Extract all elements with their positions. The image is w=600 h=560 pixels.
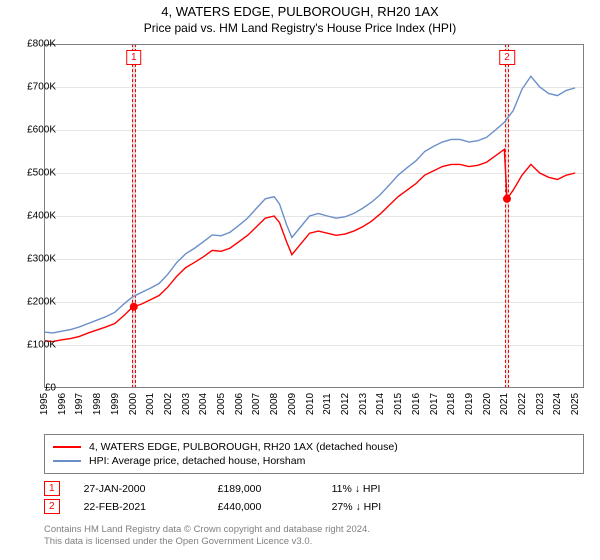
x-tick-label: 2023 <box>535 393 546 415</box>
x-tick-label: 2009 <box>287 393 298 415</box>
legend-label-property: 4, WATERS EDGE, PULBOROUGH, RH20 1AX (de… <box>89 441 398 453</box>
chart-title: 4, WATERS EDGE, PULBOROUGH, RH20 1AX <box>0 4 600 19</box>
x-tick-label: 1999 <box>110 393 121 415</box>
title-block: 4, WATERS EDGE, PULBOROUGH, RH20 1AX Pri… <box>0 0 600 35</box>
legend-swatch-property <box>53 446 81 448</box>
x-tick-label: 2002 <box>163 393 174 415</box>
x-tick-label: 2005 <box>216 393 227 415</box>
x-tick-label: 2003 <box>181 393 192 415</box>
legend-swatch-hpi <box>53 460 81 462</box>
sales-table: 1 27-JAN-2000 £189,000 11% ↓ HPI 2 22-FE… <box>44 478 584 517</box>
legend-item-property: 4, WATERS EDGE, PULBOROUGH, RH20 1AX (de… <box>53 441 575 453</box>
x-tick-label: 2016 <box>411 393 422 415</box>
plot-area: 12 <box>44 44 584 388</box>
x-tick-label: 2024 <box>552 393 563 415</box>
y-tick-label: £400K <box>16 211 56 222</box>
y-tick-label: £100K <box>16 340 56 351</box>
x-tick-label: 2011 <box>322 393 333 415</box>
x-tick-label: 2001 <box>145 393 156 415</box>
y-tick-label: £300K <box>16 254 56 265</box>
table-row: 2 22-FEB-2021 £440,000 27% ↓ HPI <box>44 499 584 514</box>
legend-item-hpi: HPI: Average price, detached house, Hors… <box>53 455 575 467</box>
legend: 4, WATERS EDGE, PULBOROUGH, RH20 1AX (de… <box>44 434 584 474</box>
x-tick-label: 2004 <box>198 393 209 415</box>
y-tick-label: £600K <box>16 125 56 136</box>
sale-diff: 11% ↓ HPI <box>332 483 412 495</box>
sale-badge-1: 1 <box>44 481 60 496</box>
x-axis-labels: 1995199619971998199920002001200220032004… <box>44 390 584 430</box>
sale-date: 27-JAN-2000 <box>84 483 194 495</box>
footnote-line2: This data is licensed under the Open Gov… <box>44 536 584 548</box>
sale-date: 22-FEB-2021 <box>84 501 194 513</box>
y-tick-label: £800K <box>16 39 56 50</box>
footnote: Contains HM Land Registry data © Crown c… <box>44 524 584 548</box>
x-tick-label: 2025 <box>570 393 581 415</box>
footnote-line1: Contains HM Land Registry data © Crown c… <box>44 524 584 536</box>
x-tick-label: 2019 <box>464 393 475 415</box>
plot-border <box>44 44 584 388</box>
sale-diff: 27% ↓ HPI <box>332 501 412 513</box>
x-tick-label: 2007 <box>251 393 262 415</box>
x-tick-label: 2021 <box>499 393 510 415</box>
chart-container: 4, WATERS EDGE, PULBOROUGH, RH20 1AX Pri… <box>0 0 600 560</box>
x-tick-label: 2017 <box>429 393 440 415</box>
x-tick-label: 2010 <box>305 393 316 415</box>
x-tick-label: 1996 <box>57 393 68 415</box>
x-tick-label: 2008 <box>269 393 280 415</box>
x-tick-label: 2000 <box>128 393 139 415</box>
y-tick-label: £200K <box>16 297 56 308</box>
x-tick-label: 2020 <box>482 393 493 415</box>
x-tick-label: 2022 <box>517 393 528 415</box>
sale-badge-2: 2 <box>44 499 60 514</box>
x-tick-label: 2013 <box>358 393 369 415</box>
sale-price: £189,000 <box>218 483 308 495</box>
x-tick-label: 2015 <box>393 393 404 415</box>
y-tick-label: £700K <box>16 82 56 93</box>
sale-price: £440,000 <box>218 501 308 513</box>
x-tick-label: 2012 <box>340 393 351 415</box>
x-tick-label: 2018 <box>446 393 457 415</box>
table-row: 1 27-JAN-2000 £189,000 11% ↓ HPI <box>44 481 584 496</box>
chart-subtitle: Price paid vs. HM Land Registry's House … <box>0 21 600 35</box>
legend-label-hpi: HPI: Average price, detached house, Hors… <box>89 455 305 467</box>
x-tick-label: 2006 <box>234 393 245 415</box>
y-tick-label: £500K <box>16 168 56 179</box>
x-tick-label: 1995 <box>39 393 50 415</box>
x-tick-label: 2014 <box>375 393 386 415</box>
x-tick-label: 1998 <box>92 393 103 415</box>
x-tick-label: 1997 <box>74 393 85 415</box>
